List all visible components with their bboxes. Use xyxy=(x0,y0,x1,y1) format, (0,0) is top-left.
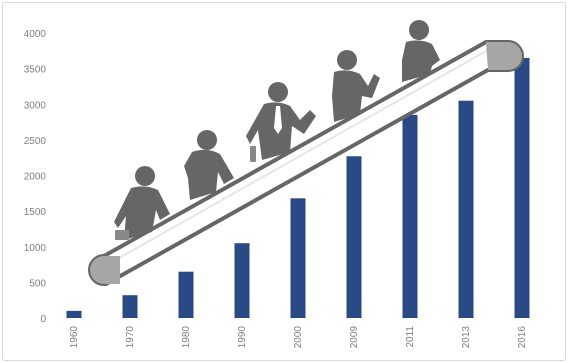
x-axis-ticks: 1960 1970 1980 1990 2000 2009 2011 2013 2016 xyxy=(69,326,528,349)
escalator-icon xyxy=(90,42,522,284)
y-tick-label: 0 xyxy=(40,314,46,325)
y-tick-label: 1000 xyxy=(24,243,47,254)
y-tick-label: 4000 xyxy=(24,29,47,40)
bar-2013 xyxy=(459,101,474,318)
x-tick-label: 2000 xyxy=(293,326,304,349)
x-tick-label: 1970 xyxy=(125,326,136,349)
escalator-illustration xyxy=(90,20,522,284)
x-tick-label: 1980 xyxy=(181,326,192,349)
x-tick-label: 1960 xyxy=(69,326,80,349)
briefcase-icon xyxy=(250,146,256,162)
y-axis-ticks: 0 500 1000 1500 2000 2500 3000 3500 4000 xyxy=(24,29,47,325)
briefcase-icon xyxy=(115,230,129,240)
y-tick-label: 500 xyxy=(29,278,46,289)
x-tick-label: 2013 xyxy=(461,326,472,349)
x-tick-label: 2009 xyxy=(349,326,360,349)
y-tick-label: 1500 xyxy=(24,207,47,218)
bar-1960 xyxy=(67,311,82,318)
y-tick-label: 3000 xyxy=(24,100,47,111)
bar-2000 xyxy=(291,198,306,318)
bar-1980 xyxy=(179,272,194,318)
y-tick-label: 2000 xyxy=(24,172,47,183)
x-tick-label: 1990 xyxy=(237,326,248,349)
bar-2011 xyxy=(403,115,418,318)
bar-1970 xyxy=(123,295,138,318)
x-tick-label: 2016 xyxy=(517,326,528,349)
y-tick-label: 2500 xyxy=(24,136,47,147)
y-tick-label: 3500 xyxy=(24,65,47,76)
bar-1990 xyxy=(235,243,250,318)
bar-2009 xyxy=(347,156,362,318)
bar-2016 xyxy=(515,58,530,318)
x-tick-label: 2011 xyxy=(405,326,416,348)
